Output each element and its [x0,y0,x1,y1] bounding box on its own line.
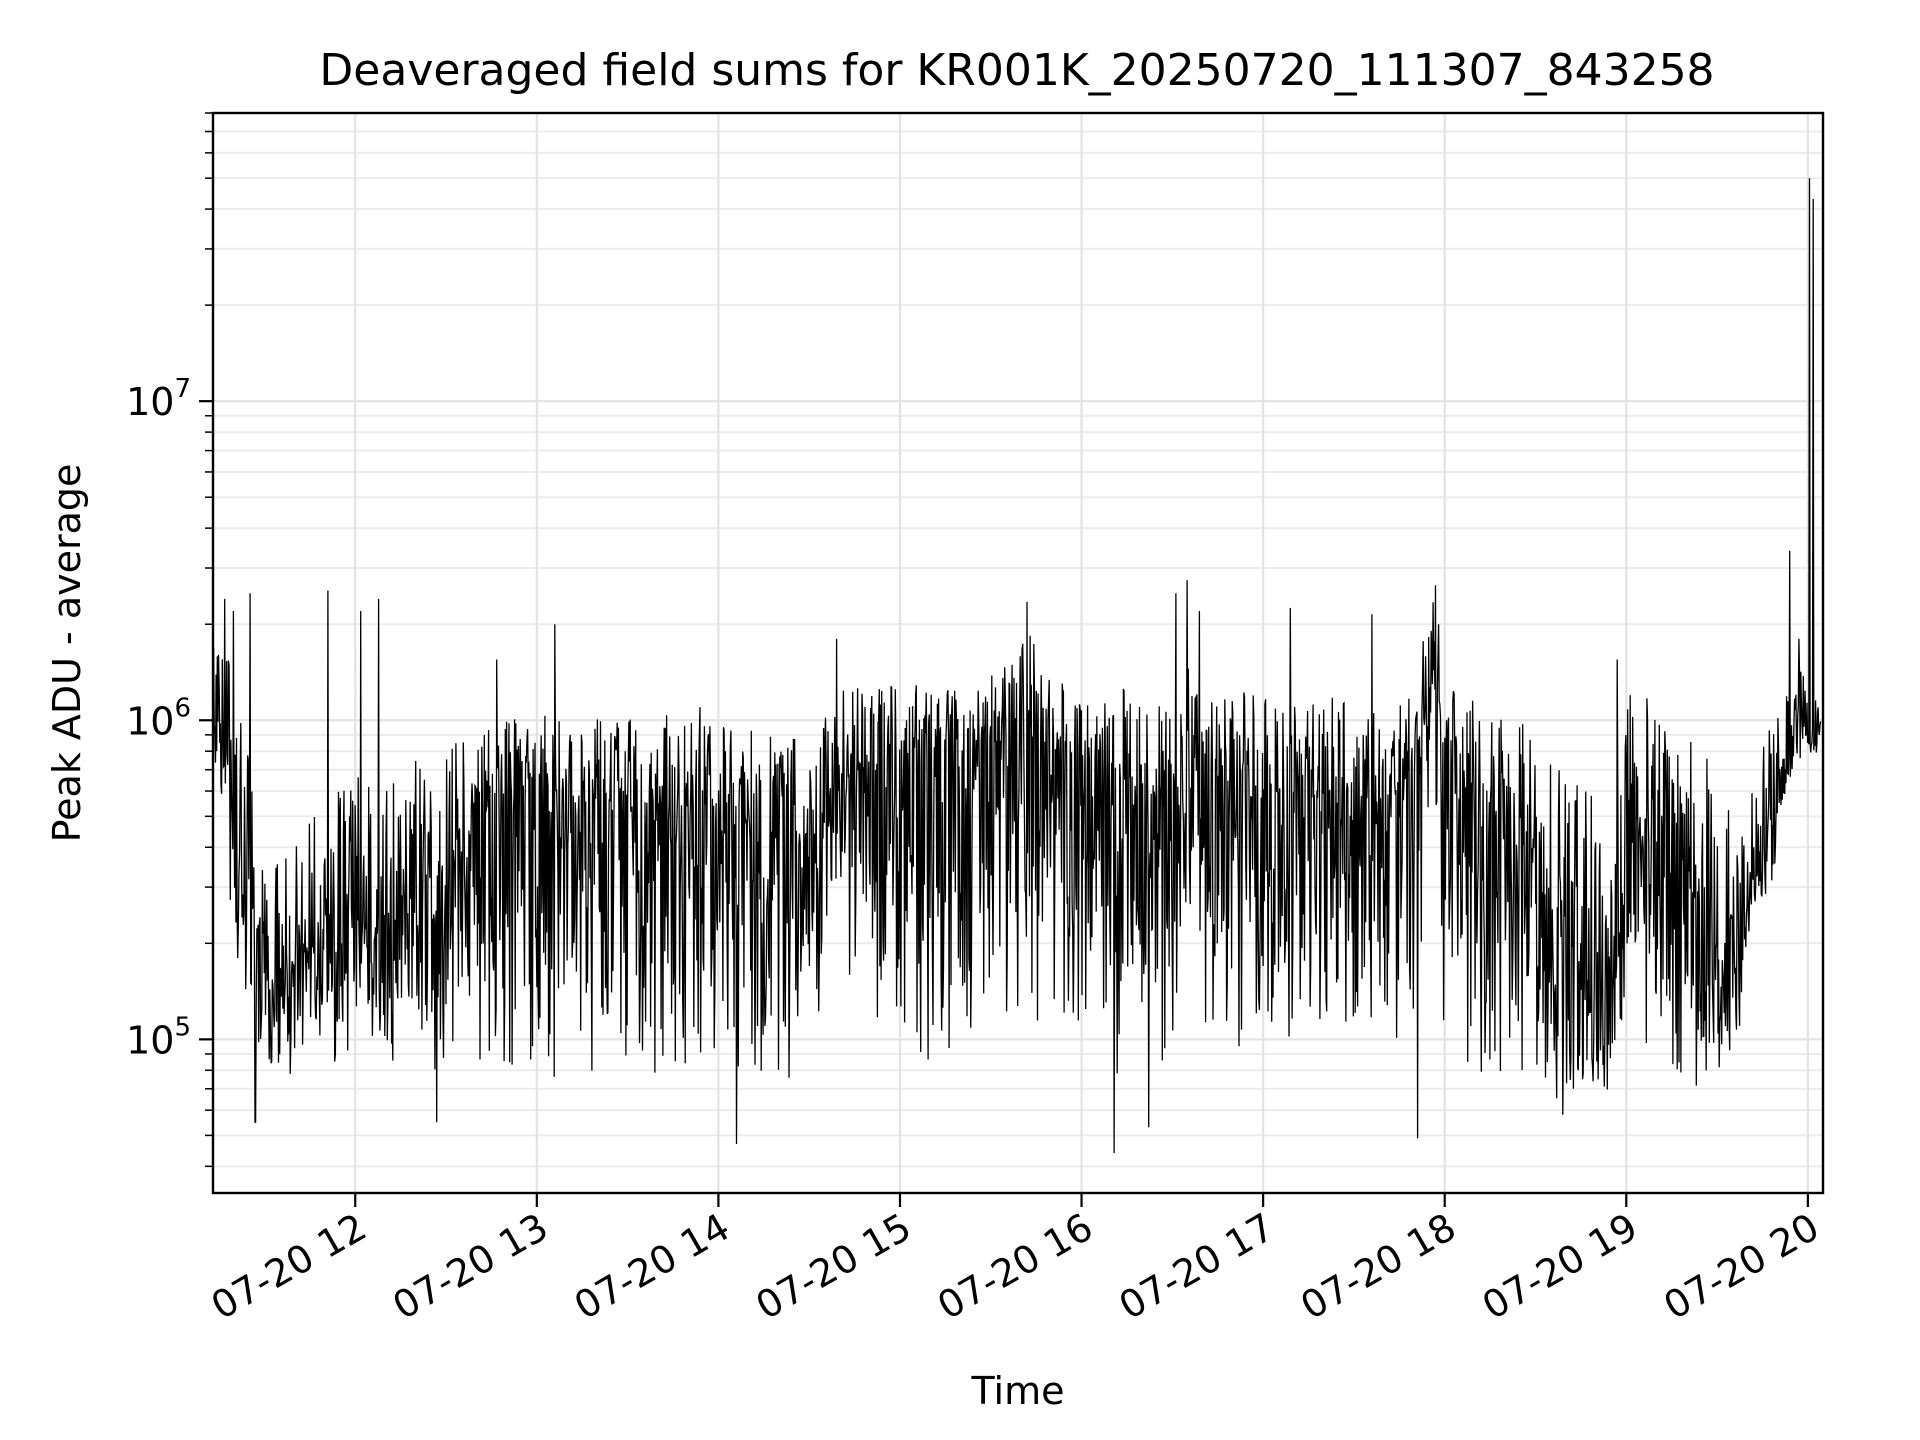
y-tick-label: 105 [126,1012,191,1062]
y-axis-label: Peak ADU - average [45,464,89,843]
series-layer [212,178,1822,1154]
x-axis-label: Time [971,1369,1065,1413]
plot-frame [211,111,1825,1195]
y-tick-label: 107 [126,374,191,424]
y-tick-label: 106 [126,693,191,743]
chart-title: Deaveraged field sums for KR001K_2025072… [319,45,1714,96]
data-series-line [212,178,1822,1154]
